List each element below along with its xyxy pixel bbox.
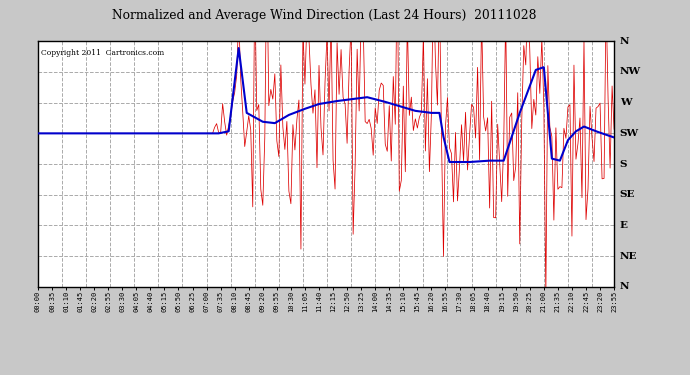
Text: Normalized and Average Wind Direction (Last 24 Hours)  20111028: Normalized and Average Wind Direction (L… xyxy=(112,9,537,22)
Text: E: E xyxy=(620,221,628,230)
Text: S: S xyxy=(620,160,627,169)
Text: NE: NE xyxy=(620,252,637,261)
Text: N: N xyxy=(620,282,629,291)
Text: SW: SW xyxy=(620,129,639,138)
Text: W: W xyxy=(620,98,631,107)
Text: NW: NW xyxy=(620,68,641,76)
Text: Copyright 2011  Cartronics.com: Copyright 2011 Cartronics.com xyxy=(41,49,164,57)
Text: SE: SE xyxy=(620,190,635,199)
Text: N: N xyxy=(620,37,629,46)
